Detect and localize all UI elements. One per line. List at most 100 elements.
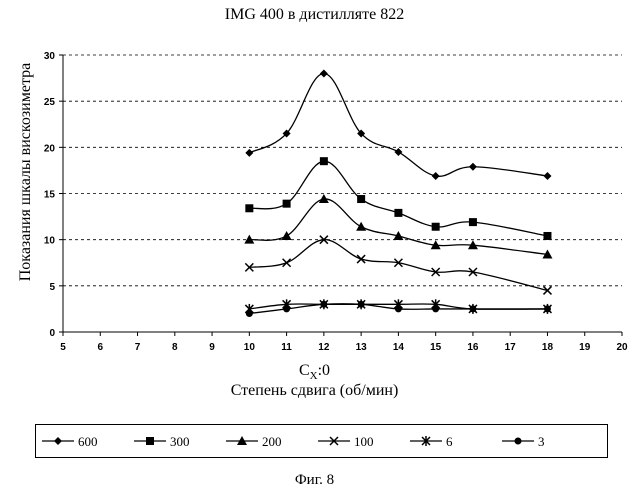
data-point [356,254,366,264]
x-tick-label: 5 [60,342,66,353]
figure-caption: Фиг. 8 [294,472,335,488]
data-point [283,305,291,313]
x-tick-label: 20 [616,342,628,353]
data-point [542,285,552,295]
marker-stroke [542,285,552,295]
data-point [468,267,478,277]
data-point [393,230,404,240]
y-tick-label: 0 [49,328,55,339]
legend-label: 200 [262,434,282,449]
y-tick-label: 25 [44,97,56,108]
x-tick-label: 7 [135,342,141,353]
legend-frame [35,424,608,458]
x-tick-label: 15 [430,342,442,353]
chart-title: IMG 400 в дистилляте 822 [224,6,405,23]
legend-item-100: 100 [318,434,374,449]
data-point [543,171,552,180]
legend-label: 6 [446,434,453,449]
series-line [249,72,548,177]
data-point [432,305,440,313]
data-point [244,262,254,272]
data-point [543,231,552,240]
data-point [357,300,365,308]
data-point [468,218,477,227]
data-point [393,258,403,268]
data-point [282,199,291,208]
data-point [394,147,403,156]
series-300 [245,157,552,240]
legend-label: 300 [170,434,190,449]
data-point [282,258,292,268]
legend-marker [514,437,522,445]
x-tick-label: 17 [505,342,517,353]
legend-label: 3 [538,434,545,449]
legend-marker [237,436,247,445]
legend-marker [146,437,154,445]
data-point [467,240,478,250]
series-200 [244,194,553,259]
data-point [431,267,441,277]
marker-stroke [393,258,403,268]
legend-marker [54,437,62,445]
data-point [356,221,367,231]
marker-stroke [282,258,292,268]
data-point [245,310,253,318]
x-tick-label: 6 [97,342,103,353]
y-tick-label: 20 [44,143,56,154]
legend-item-200: 200 [226,434,282,449]
x-axis-label: Степень сдвига (об/мин) [230,382,399,399]
series-3 [245,300,551,318]
legend-item-600: 600 [42,434,98,449]
data-point [318,194,329,204]
x-tick-label: 19 [579,342,591,353]
legend-label: 600 [78,434,98,449]
data-point [357,195,366,204]
x-tick-label: 9 [209,342,215,353]
data-point [542,249,553,259]
series-line [249,239,548,292]
cx-suffix: :0 [317,362,331,379]
y-tick-label: 15 [44,190,56,201]
data-point [468,162,477,171]
legend-item-300: 300 [134,434,190,449]
data-point [430,240,441,250]
x-tick-label: 13 [356,342,368,353]
legend-marker [421,436,431,446]
marker-stroke [319,235,329,245]
cx-label: CX:0 [0,362,629,382]
x-tick-label: 12 [318,342,330,353]
y-tick-label: 5 [49,282,55,293]
x-tick-label: 16 [467,342,479,353]
x-tick-label: 8 [172,342,178,353]
data-point [281,230,292,240]
x-tick-label: 18 [542,342,554,353]
series-600 [245,69,552,180]
legend-label: 100 [354,434,374,449]
data-point [357,129,366,138]
marker-stroke [356,254,366,264]
marker-stroke [329,436,339,446]
data-point [319,235,329,245]
series-100 [244,235,552,295]
data-point [244,234,255,244]
y-tick-label: 10 [44,236,56,247]
data-point [282,129,291,138]
data-point [431,222,440,231]
data-point [543,305,551,313]
y-tick-label: 30 [44,51,56,62]
marker-stroke [468,267,478,277]
data-point [245,148,254,157]
data-point [319,69,328,78]
x-tick-label: 10 [244,342,256,353]
marker-stroke [431,267,441,277]
x-tick-label: 14 [393,342,405,353]
cx-prefix: C [298,362,310,379]
data-point [394,208,403,217]
x-tick-label: 11 [281,342,292,353]
series-line [249,160,548,237]
data-point [319,157,328,166]
legend-marker [329,436,339,446]
data-point [431,171,440,180]
marker-stroke [244,262,254,272]
